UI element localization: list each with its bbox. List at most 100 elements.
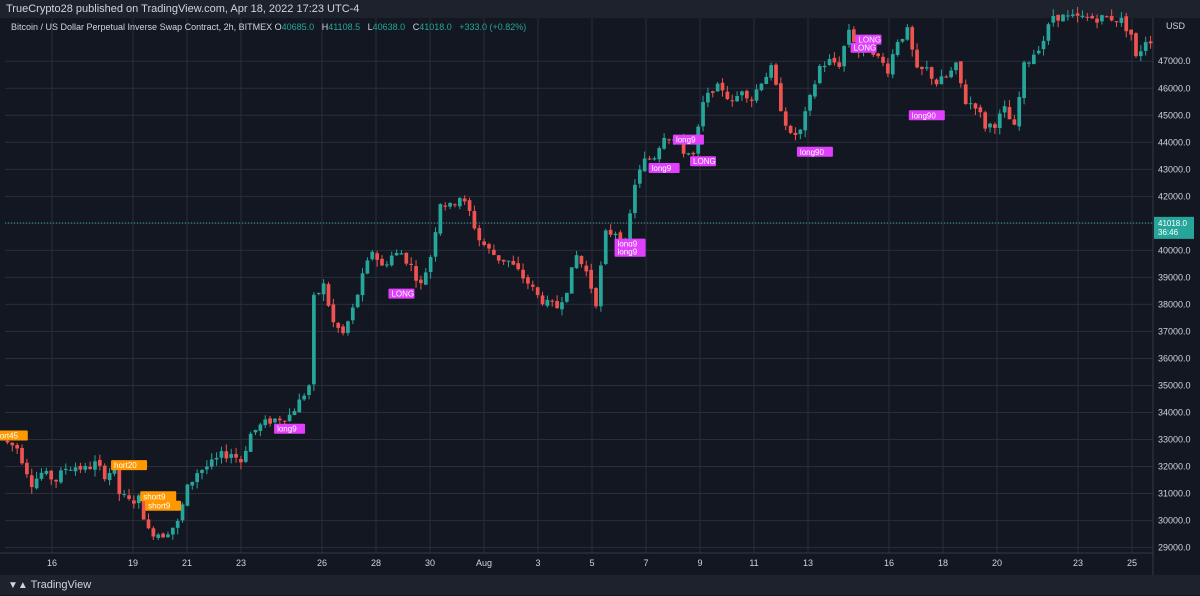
- candle-body: [647, 158, 652, 160]
- candle-body: [637, 169, 642, 184]
- candle-body: [793, 132, 798, 136]
- candle-body: [642, 158, 647, 172]
- candle-body: [822, 65, 827, 68]
- candle-body: [1129, 29, 1133, 35]
- candle-body: [273, 418, 277, 423]
- candle-body: [691, 152, 696, 155]
- candle-body: [774, 64, 778, 85]
- date-tick-label: 23: [236, 558, 246, 568]
- candle-body: [248, 433, 253, 452]
- signal-short-label: hort20: [114, 461, 137, 470]
- price-tick-label: 42000.0: [1158, 191, 1191, 201]
- candles: [5, 6, 1153, 541]
- candle-body: [924, 67, 929, 69]
- date-tick-label: 11: [749, 558, 758, 568]
- price-tick-label: 37000.0: [1158, 326, 1191, 336]
- candle-body: [127, 495, 131, 499]
- candle-body: [944, 76, 949, 78]
- candle-body: [59, 470, 63, 483]
- price-tick-label: 35000.0: [1158, 380, 1191, 390]
- price-tick-label: 40000.0: [1158, 245, 1191, 255]
- date-tick-label: 18: [938, 558, 948, 568]
- candle-body: [234, 454, 238, 458]
- candle-body: [968, 103, 973, 105]
- candle-body: [195, 473, 199, 483]
- symbol-name: Bitcoin / US Dollar Perpetual Inverse Sw…: [11, 22, 273, 32]
- candle-body: [1114, 21, 1119, 23]
- candle-body: [239, 459, 243, 463]
- signal-long-label: long9: [652, 164, 672, 173]
- candle-body: [954, 62, 958, 71]
- candle-body: [608, 229, 613, 235]
- price-tick-label: 38000.0: [1158, 299, 1191, 309]
- candle-body: [735, 96, 739, 102]
- candle-body: [589, 269, 594, 289]
- date-tick-label: 9: [697, 558, 702, 568]
- footer-bar: ▼▲ TradingView: [0, 575, 1200, 595]
- price-chart[interactable]: 29000.030000.031000.032000.033000.034000…: [0, 0, 1200, 575]
- candle-body: [78, 465, 83, 470]
- candle-body: [847, 29, 851, 45]
- candle-body: [827, 58, 832, 65]
- candle-body: [83, 466, 88, 470]
- candle-body: [34, 478, 39, 489]
- candle-body: [1002, 106, 1007, 113]
- tradingview-logo-icon: ▼▲: [8, 580, 28, 591]
- candle-body: [457, 197, 462, 207]
- candle-body: [467, 200, 472, 211]
- candle-body: [107, 472, 112, 481]
- open-value: 40685.0: [281, 22, 315, 32]
- candle-body: [341, 326, 345, 334]
- candle-body: [569, 267, 574, 294]
- candle-body: [910, 27, 915, 50]
- publish-header: TrueCrypto28 published on TradingView.co…: [0, 0, 1200, 18]
- candle-body: [219, 451, 224, 458]
- candle-body: [355, 294, 360, 308]
- candle-body: [939, 76, 944, 85]
- candle-body: [453, 204, 457, 206]
- candle-body: [389, 255, 394, 266]
- candle-body: [1143, 42, 1148, 51]
- candle-body: [214, 457, 219, 460]
- candle-body: [516, 263, 521, 270]
- high-label: H: [321, 22, 329, 32]
- candle-body: [1017, 96, 1022, 127]
- candle-body: [448, 202, 452, 207]
- signal-long-badge: [614, 238, 646, 249]
- candle-body: [540, 295, 545, 305]
- signal-long-label: long90: [912, 111, 937, 120]
- price-tick-label: 31000.0: [1158, 489, 1191, 499]
- date-tick-label: 30: [425, 558, 435, 568]
- candle-body: [136, 495, 141, 504]
- signal-long-badge: [388, 288, 415, 299]
- price-tick-label: 46000.0: [1158, 83, 1191, 93]
- date-tick-label: 7: [643, 558, 648, 568]
- price-tick-label: 39000.0: [1158, 272, 1191, 282]
- candle-body: [263, 419, 268, 426]
- candle-body: [1066, 15, 1070, 17]
- signal-short-label: short9: [143, 492, 166, 501]
- candle-body: [282, 420, 287, 422]
- candle-body: [1095, 18, 1099, 23]
- signal-short-badge: [111, 460, 148, 471]
- candle-body: [599, 265, 603, 307]
- signal-long-label: LONG: [854, 44, 877, 53]
- signal-long-label: long9: [618, 248, 638, 257]
- high-value: 41108.5: [328, 22, 361, 32]
- candle-body: [535, 287, 540, 296]
- candle-body: [584, 265, 589, 272]
- candle-body: [526, 277, 530, 284]
- candle-body: [205, 466, 209, 470]
- price-tick-label: 44000.0: [1158, 137, 1191, 147]
- candle-body: [443, 205, 448, 207]
- candle-body: [93, 461, 97, 470]
- date-tick-label: 16: [47, 558, 57, 568]
- candle-body: [258, 424, 263, 431]
- candle-body: [613, 233, 618, 236]
- price-tick-label: 33000.0: [1158, 435, 1191, 445]
- candle-body: [302, 395, 307, 400]
- candle-body: [881, 56, 885, 63]
- candle-body: [890, 54, 895, 75]
- candle-body: [151, 528, 156, 537]
- date-tick-label: 13: [803, 558, 813, 568]
